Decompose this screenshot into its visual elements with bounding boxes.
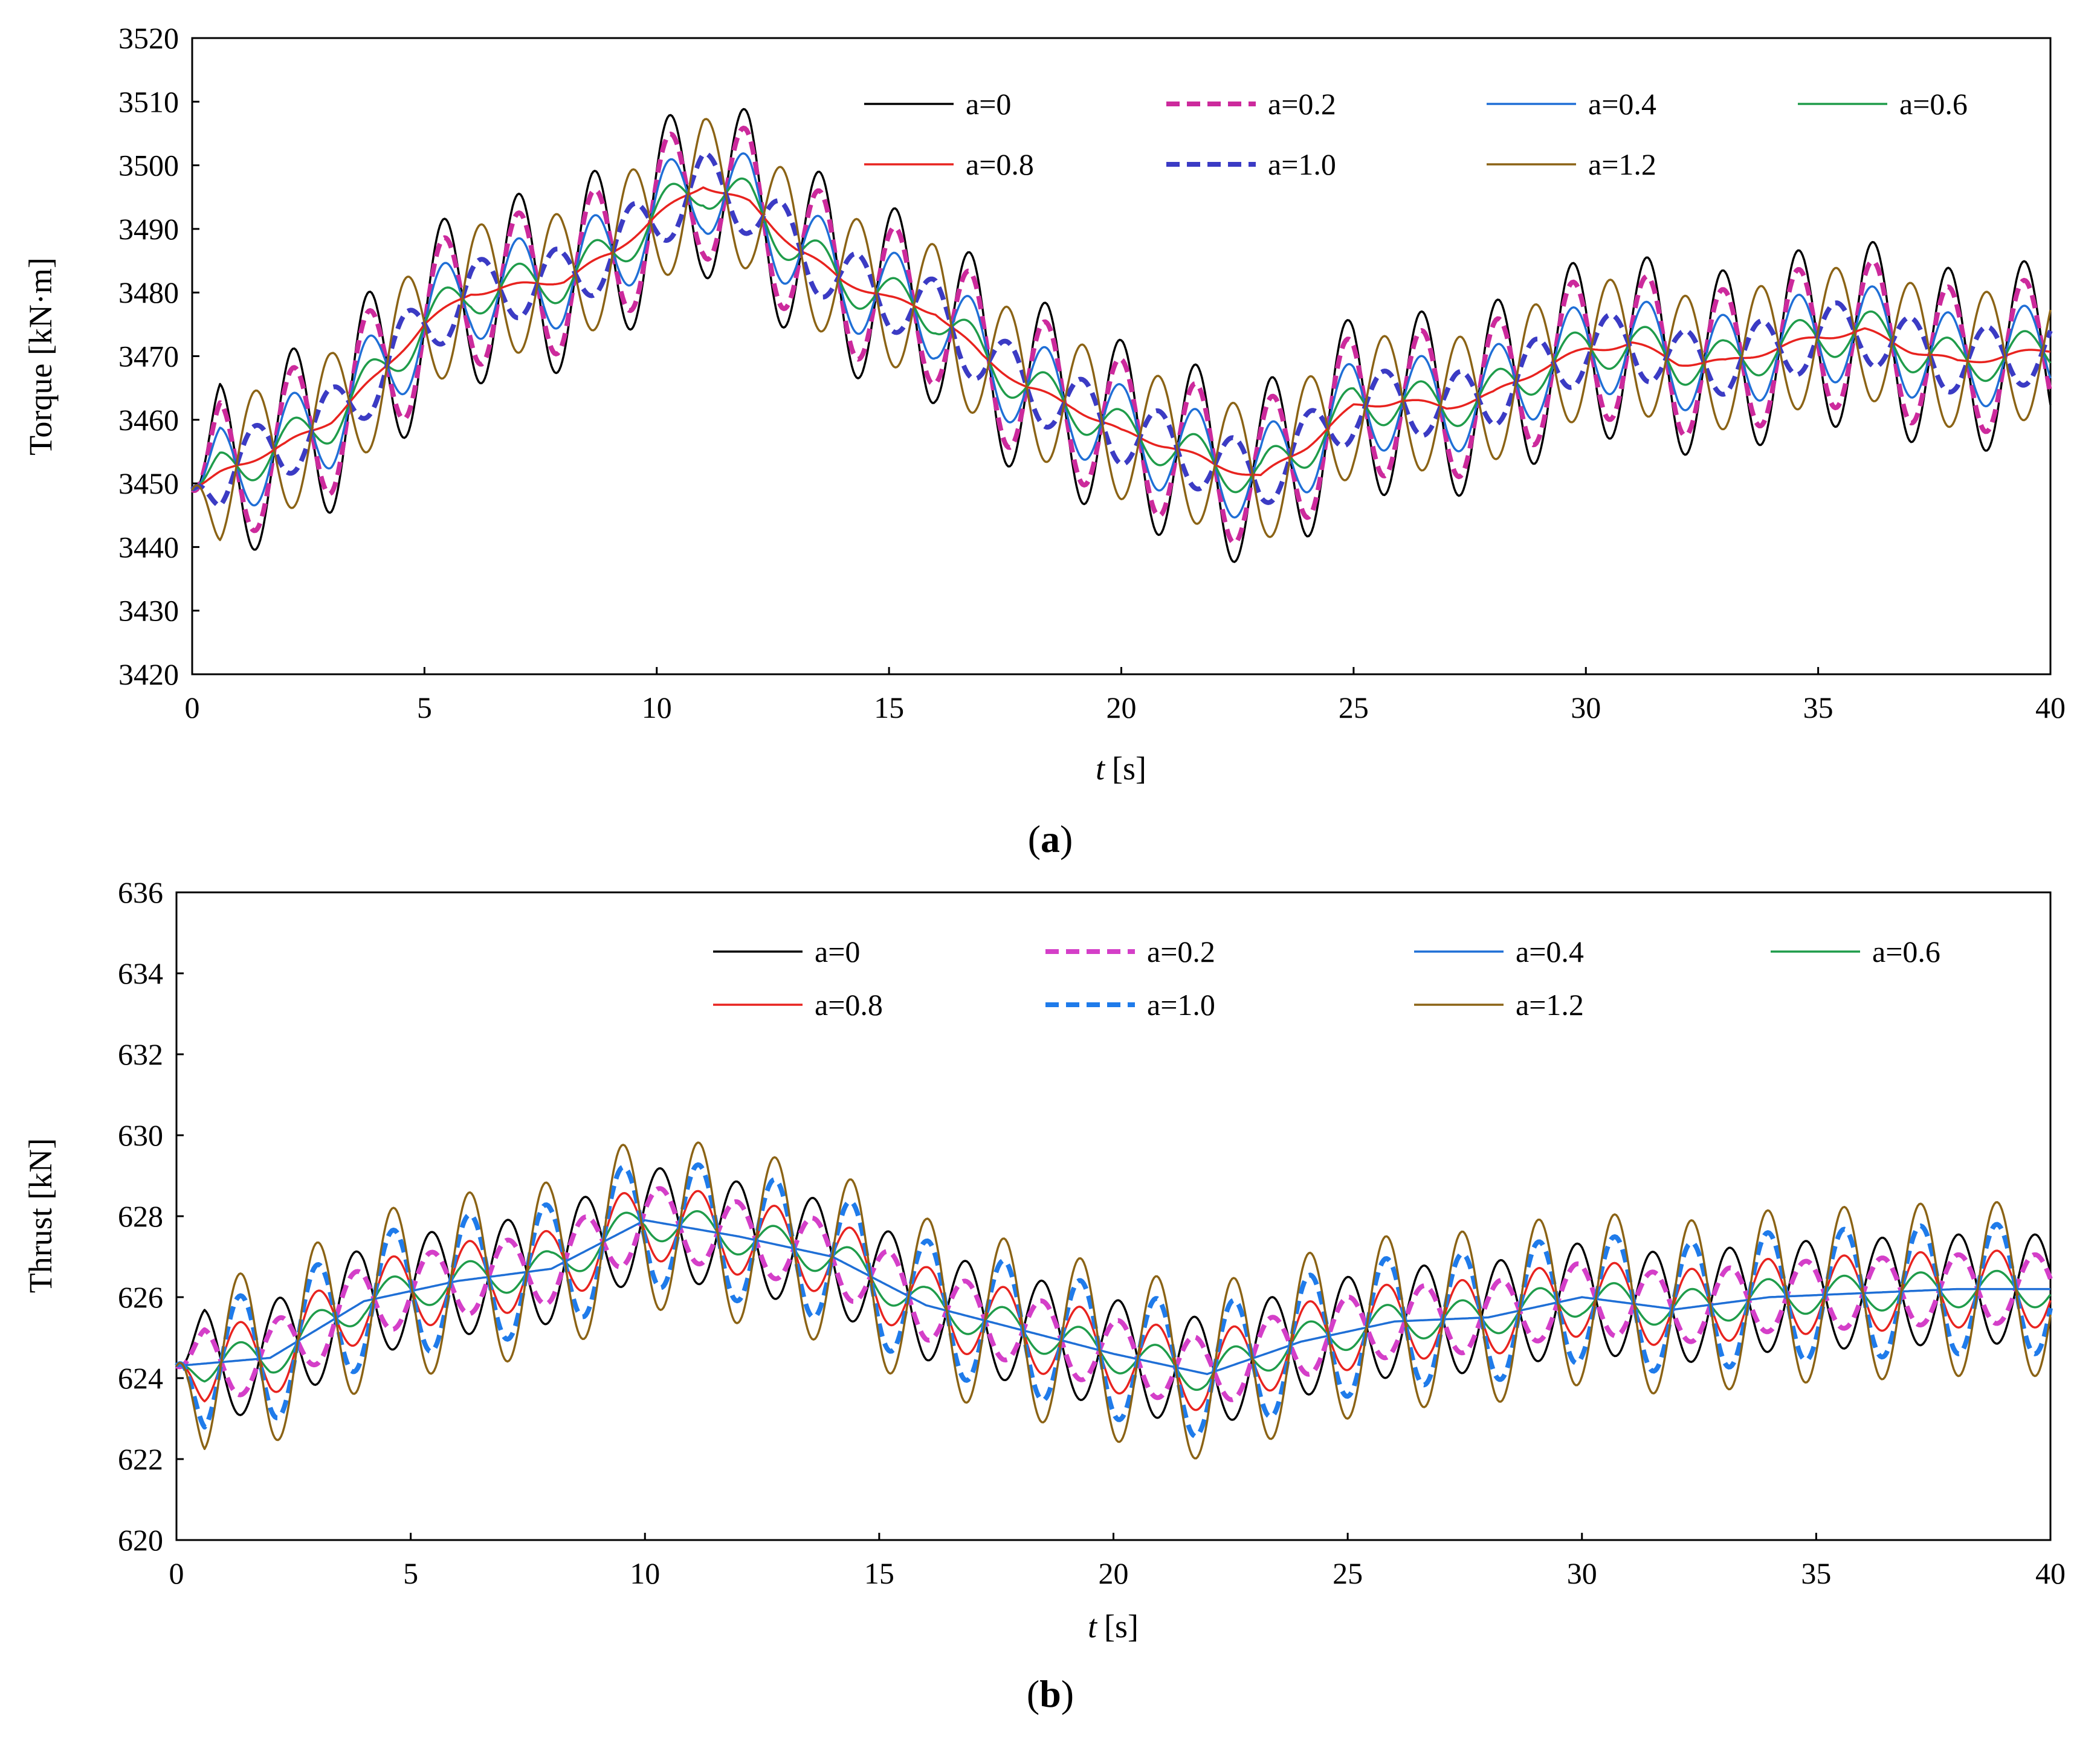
x-axis-unit-a: [s]	[1112, 750, 1146, 787]
y-tick-label: 3440	[118, 530, 179, 564]
legend-b: a=0 a=0.2 a=0.4 a=0.6 a=0.8 a=1.0 a=1.2	[713, 935, 1940, 1022]
legend-label: a=0.8	[815, 988, 883, 1022]
x-tick-label: 40	[2035, 1556, 2066, 1590]
legend-a: a=0 a=0.2 a=0.4 a=0.6 a=0.8 a=1.0 a=1.2	[864, 87, 1968, 181]
x-tick-label: 25	[1333, 1556, 1363, 1590]
x-tick-label: 30	[1567, 1556, 1597, 1590]
x-ticks-b: 0 5 10 15 20 25 30 35 40	[169, 1533, 2066, 1590]
caption-letter-a: a	[1041, 817, 1060, 860]
legend-label: a=0.6	[1872, 935, 1940, 968]
y-tick-label: 624	[118, 1361, 163, 1395]
y-tick-label: 628	[118, 1199, 163, 1233]
series-lines-a	[190, 108, 2053, 563]
y-tick-label: 3510	[118, 85, 179, 118]
y-tick-label: 3450	[118, 466, 179, 500]
x-tick-label: 0	[169, 1556, 184, 1590]
x-axis-unit-b: [s]	[1104, 1608, 1139, 1645]
series-line	[192, 152, 2052, 519]
y-tick-label: 620	[118, 1523, 163, 1557]
x-tick-label: 15	[864, 1556, 894, 1590]
y-ticks-b: 620 622 624 626 628 630 632 634 636	[118, 875, 184, 1557]
legend-label: a=0.8	[966, 147, 1034, 181]
y-tick-label: 630	[118, 1118, 163, 1152]
caption-a: (a)	[1028, 817, 1073, 860]
x-tick-label: 20	[1099, 1556, 1129, 1590]
y-tick-label: 3470	[118, 340, 179, 373]
legend-label: a=0.6	[1899, 87, 1968, 121]
series-lines-b	[175, 1141, 2053, 1460]
y-tick-label: 3520	[118, 21, 179, 55]
x-tick-label: 25	[1339, 691, 1369, 724]
y-tick-label: 3500	[118, 149, 179, 182]
x-tick-label: 10	[630, 1556, 660, 1590]
legend-label: a=0	[966, 87, 1011, 121]
x-axis-label-b: t [s]	[1088, 1608, 1139, 1645]
x-axis-var-a: t	[1096, 750, 1106, 787]
x-tick-label: 30	[1571, 691, 1601, 724]
x-tick-label: 10	[642, 691, 672, 724]
y-tick-label: 3460	[118, 403, 179, 437]
legend-label: a=0.2	[1268, 87, 1336, 121]
x-tick-label: 5	[403, 1556, 418, 1590]
y-tick-label: 3420	[118, 657, 179, 691]
caption-letter-b: b	[1039, 1672, 1061, 1715]
x-axis-var-b: t	[1088, 1608, 1098, 1645]
x-tick-label: 40	[2035, 691, 2066, 724]
legend-label: a=1.2	[1516, 988, 1584, 1022]
x-ticks-a: 0 5 10 15 20 25 30 35 40	[185, 667, 2066, 724]
x-tick-label: 35	[1801, 1556, 1831, 1590]
y-tick-label: 634	[118, 956, 163, 990]
y-tick-label: 3430	[118, 594, 179, 628]
y-tick-label: 3490	[118, 212, 179, 246]
y-axis-label-b: Thrust [kN]	[22, 1138, 59, 1293]
x-tick-label: 20	[1107, 691, 1137, 724]
legend-label: a=0	[815, 935, 860, 968]
thrust-chart: 620 622 624 626 628 630 632 634 636 0 5 10 15 20 25 30…	[22, 875, 2066, 1715]
y-tick-label: 626	[118, 1280, 163, 1314]
series-line	[191, 118, 2052, 541]
x-tick-label: 0	[185, 691, 200, 724]
y-ticks-a: 3420 3430 3440 3450 3460 3470 3480 3490 3500 3510…	[118, 21, 199, 691]
x-tick-label: 5	[417, 691, 432, 724]
y-tick-label: 3480	[118, 276, 179, 309]
legend-label: a=0.4	[1588, 87, 1656, 121]
legend-label: a=1.0	[1147, 988, 1215, 1022]
legend-label: a=1.2	[1588, 147, 1656, 181]
series-line	[175, 1141, 2052, 1460]
legend-label: a=0.4	[1516, 935, 1584, 968]
x-tick-label: 35	[1803, 691, 1833, 724]
x-axis-label-a: t [s]	[1096, 750, 1146, 787]
y-tick-label: 622	[118, 1442, 163, 1476]
y-axis-label-a: Torque [kN·m]	[22, 257, 59, 456]
x-tick-label: 15	[874, 691, 904, 724]
legend-label: a=1.0	[1268, 147, 1336, 181]
plot-frame-b	[175, 891, 2052, 1541]
series-line	[192, 177, 2052, 494]
legend-label: a=0.2	[1147, 935, 1215, 968]
torque-chart: 3420343034403450346034703480349035003510…	[22, 21, 2066, 860]
y-tick-label: 636	[118, 875, 163, 909]
caption-b: (b)	[1027, 1672, 1074, 1715]
y-tick-label: 632	[118, 1037, 163, 1071]
